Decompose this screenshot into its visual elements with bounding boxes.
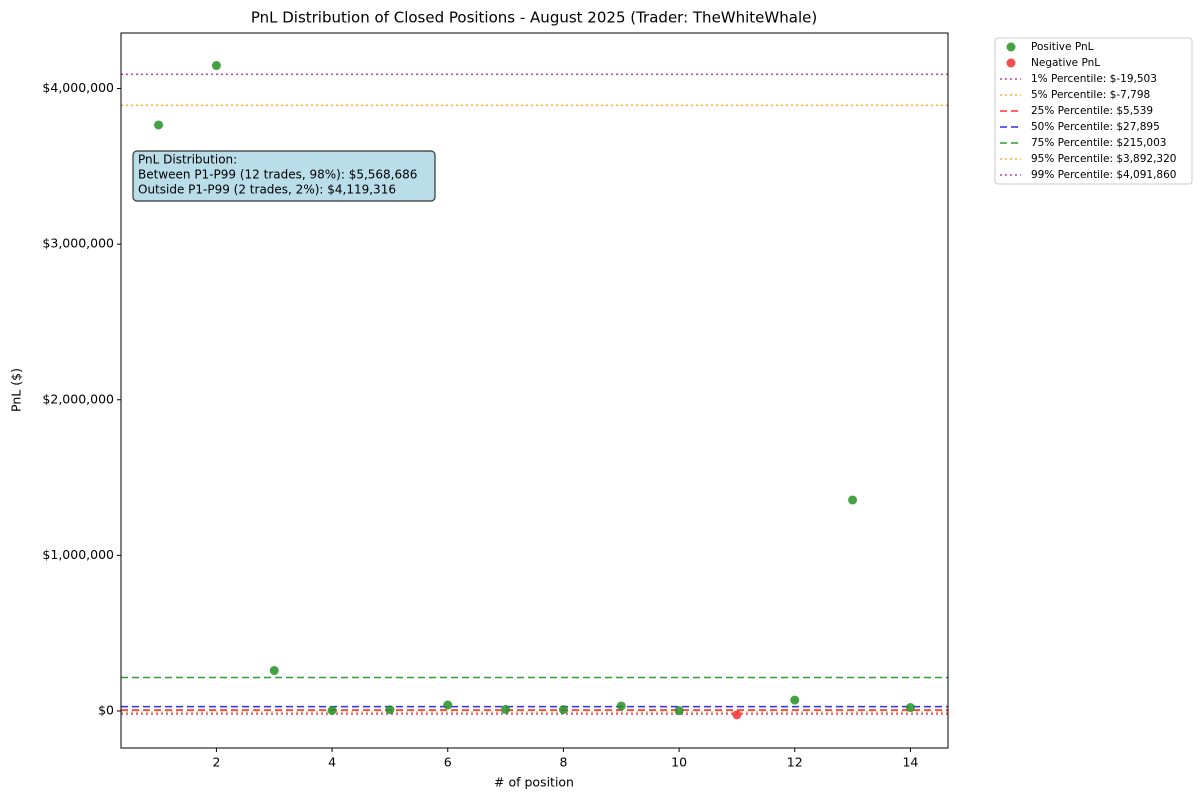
legend-marker [1006, 58, 1016, 68]
legend-box [994, 37, 1193, 185]
legend-label: 50% Percentile: $27,895 [1031, 121, 1160, 133]
x-tick-label: 8 [559, 755, 567, 770]
y-tick-label: $3,000,000 [42, 236, 114, 251]
x-axis-label: # of position [494, 775, 574, 790]
legend-label: Negative PnL [1031, 57, 1100, 69]
data-point [211, 61, 221, 71]
x-tick-label: 10 [671, 755, 687, 770]
y-tick-label: $0 [98, 702, 114, 717]
legend-label: 5% Percentile: $-7,798 [1031, 89, 1150, 101]
x-tick-label: 14 [902, 755, 918, 770]
annotation-text: Between P1-P99 (12 trades, 98%): $5,568,… [138, 168, 417, 182]
legend-marker [1006, 42, 1016, 52]
data-point [154, 120, 164, 130]
legend-label: Positive PnL [1031, 41, 1094, 53]
data-point [558, 705, 568, 715]
plot-frame [120, 32, 949, 749]
data-point [385, 705, 395, 715]
data-point [732, 710, 742, 720]
legend-label: 99% Percentile: $4,091,860 [1031, 169, 1176, 181]
y-tick-label: $2,000,000 [42, 391, 114, 406]
y-tick-label: $1,000,000 [42, 547, 114, 562]
data-point [443, 700, 453, 710]
data-point [501, 704, 511, 714]
x-tick-label: 6 [444, 755, 452, 770]
chart-title: PnL Distribution of Closed Positions - A… [251, 9, 817, 27]
y-axis-label: PnL ($) [9, 368, 24, 412]
x-tick-label: 12 [787, 755, 803, 770]
annotation-text: PnL Distribution: [138, 153, 237, 167]
data-point [674, 706, 684, 716]
x-tick-label: 4 [328, 755, 336, 770]
data-point [327, 705, 337, 715]
data-point [905, 703, 915, 713]
data-point [790, 695, 800, 705]
legend-label: 95% Percentile: $3,892,320 [1031, 153, 1176, 165]
annotation-box [132, 150, 436, 202]
annotation-text: Outside P1-P99 (2 trades, 2%): $4,119,31… [138, 183, 396, 197]
data-point [616, 701, 626, 711]
legend-label: 1% Percentile: $-19,503 [1031, 73, 1157, 85]
legend-label: 25% Percentile: $5,539 [1031, 105, 1153, 117]
data-point [269, 666, 279, 676]
legend-label: 75% Percentile: $215,003 [1031, 137, 1166, 149]
y-tick-label: $4,000,000 [42, 80, 114, 95]
x-tick-label: 2 [212, 755, 220, 770]
data-point [848, 495, 858, 505]
